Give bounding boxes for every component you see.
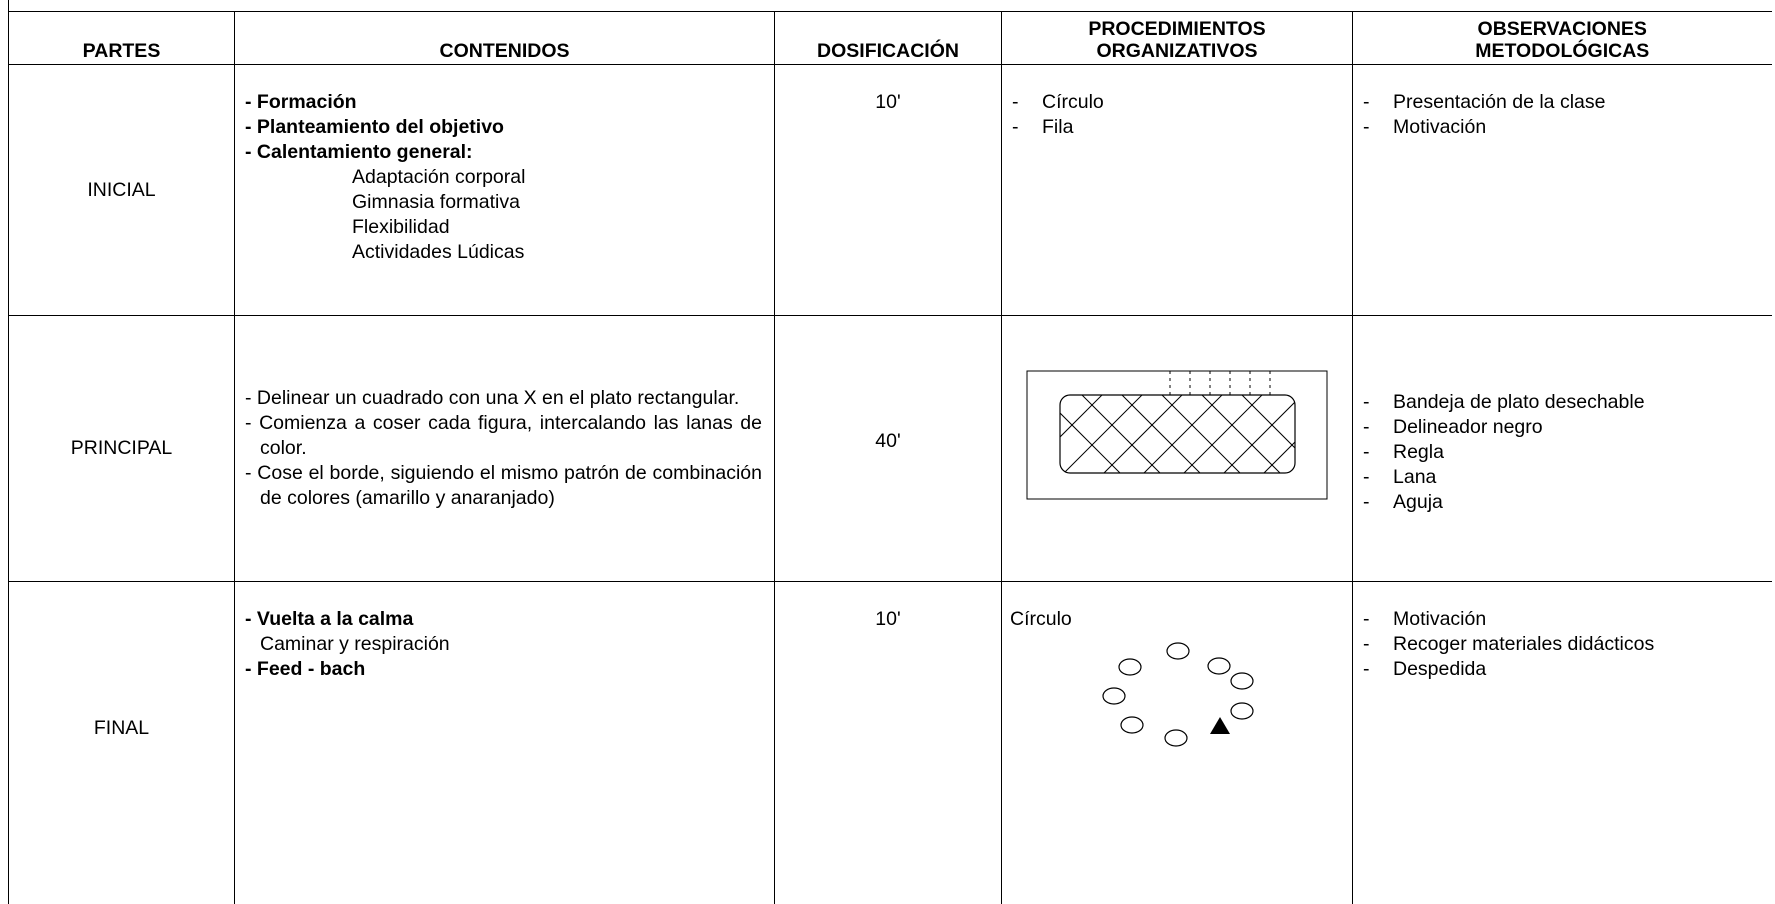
item-text: Motivación xyxy=(1393,608,1486,630)
list-item: -Motivación xyxy=(1363,115,1772,140)
list: -Bandeja de plato desechable-Delineador … xyxy=(1353,382,1772,515)
content-line: Adaptación corporal xyxy=(245,165,762,190)
content-line: Caminar y respiración xyxy=(245,632,762,657)
paragraph: - Cose el borde, siguiendo el mismo patr… xyxy=(245,461,762,511)
part: INICIAL xyxy=(9,65,235,316)
bullet: - xyxy=(1363,490,1393,515)
header-row: PARTES CONTENIDOS DOSIFICACIÓN PROCEDIMI… xyxy=(9,12,1772,65)
list: -Presentación de la clase-Motivación xyxy=(1353,90,1772,140)
item-text: Presentación de la clase xyxy=(1393,91,1605,113)
list-item: -Recoger materiales didácticos xyxy=(1363,632,1772,657)
part: PRINCIPAL xyxy=(9,316,235,582)
item-text: Delineador negro xyxy=(1393,416,1543,438)
content-line: - Feed - bach xyxy=(245,657,762,682)
item-text: Fila xyxy=(1042,116,1073,138)
observations: -Presentación de la clase-Motivación xyxy=(1353,65,1772,316)
bullet: - xyxy=(1363,115,1393,140)
paragraph: - Delinear un cuadrado con una X en el p… xyxy=(245,386,762,411)
content-line: Actividades Lúdicas xyxy=(245,240,762,265)
bullet: - xyxy=(1363,632,1393,657)
bullet: - xyxy=(1363,657,1393,682)
list-item: -Lana xyxy=(1363,465,1772,490)
item-text: Motivación xyxy=(1393,116,1486,138)
header-cell: DOSIFICACIÓN xyxy=(775,12,1002,65)
dosage: 40' xyxy=(775,316,1002,582)
list-item: -Círculo xyxy=(1012,90,1352,115)
contents: - Delinear un cuadrado con una X en el p… xyxy=(235,316,775,582)
bullet: - xyxy=(1363,465,1393,490)
content-line: - Formación xyxy=(245,90,762,115)
item-text: Aguja xyxy=(1393,491,1443,513)
part: FINAL xyxy=(9,582,235,904)
dosage: 10' xyxy=(775,582,1002,904)
observations: -Bandeja de plato desechable-Delineador … xyxy=(1353,316,1772,582)
content-line: - Vuelta a la calma xyxy=(245,607,762,632)
header-cell: CONTENIDOS xyxy=(235,12,775,65)
item-text: Regla xyxy=(1393,441,1444,463)
list: -Motivación-Recoger materiales didáctico… xyxy=(1353,607,1772,682)
list-item: -Regla xyxy=(1363,440,1772,465)
item-text: Lana xyxy=(1393,466,1436,488)
list-item: -Motivación xyxy=(1363,607,1772,632)
bullet: - xyxy=(1363,415,1393,440)
list-item: -Fila xyxy=(1012,115,1352,140)
item-text: Despedida xyxy=(1393,658,1486,680)
header-cell: PROCEDIMIENTOS ORGANIZATIVOS xyxy=(1002,12,1353,65)
observations: -Motivación-Recoger materiales didáctico… xyxy=(1353,582,1772,904)
content-line: Gimnasia formativa xyxy=(245,190,762,215)
list-item: -Presentación de la clase xyxy=(1363,90,1772,115)
paragraph: - Comienza a coser cada figura, intercal… xyxy=(245,411,762,461)
header-text: PARTES xyxy=(83,40,161,62)
header-cell: PARTES xyxy=(9,12,235,65)
procedures-label: Círculo xyxy=(1010,607,1072,632)
procedures: -Círculo-Fila xyxy=(1002,65,1353,316)
bullet: - xyxy=(1363,607,1393,632)
list-item: -Despedida xyxy=(1363,657,1772,682)
list-item: -Aguja xyxy=(1363,490,1772,515)
header-text: PROCEDIMIENTOS ORGANIZATIVOS xyxy=(1052,18,1302,62)
diagram xyxy=(1002,325,1353,573)
header-text: OBSERVACIONES METODOLÓGICAS xyxy=(1437,18,1687,62)
page: {"header":{"columns":["PARTES","CONTENID… xyxy=(0,0,1775,829)
header-cell: OBSERVACIONES METODOLÓGICAS xyxy=(1353,12,1772,65)
header-text: CONTENIDOS xyxy=(439,40,569,62)
content-line: - Calentamiento general: xyxy=(245,140,762,165)
list-item: -Delineador negro xyxy=(1363,415,1772,440)
item-text: Círculo xyxy=(1042,91,1104,113)
procedures: Círculo xyxy=(1002,582,1353,904)
bullet: - xyxy=(1363,390,1393,415)
item-text: Recoger materiales didácticos xyxy=(1393,633,1654,655)
row: PRINCIPAL - Delinear un cuadrado con una… xyxy=(9,316,1772,582)
row: INICIAL - Formación- Planteamiento del o… xyxy=(9,65,1772,316)
contents: - Formación- Planteamiento del objetivo-… xyxy=(235,65,775,316)
dosage: 10' xyxy=(775,65,1002,316)
lesson-table: PARTES CONTENIDOS DOSIFICACIÓN PROCEDIMI… xyxy=(8,11,1772,904)
list-item: -Bandeja de plato desechable xyxy=(1363,390,1772,415)
content-line: - Planteamiento del objetivo xyxy=(245,115,762,140)
bullet: - xyxy=(1012,115,1042,140)
procedures xyxy=(1002,316,1353,582)
item-text: Bandeja de plato desechable xyxy=(1393,391,1645,413)
bullet: - xyxy=(1363,440,1393,465)
content-line: Flexibilidad xyxy=(245,215,762,240)
bullet: - xyxy=(1012,90,1042,115)
bullet: - xyxy=(1363,90,1393,115)
list: -Círculo-Fila xyxy=(1002,90,1352,140)
header-text: DOSIFICACIÓN xyxy=(817,40,959,62)
